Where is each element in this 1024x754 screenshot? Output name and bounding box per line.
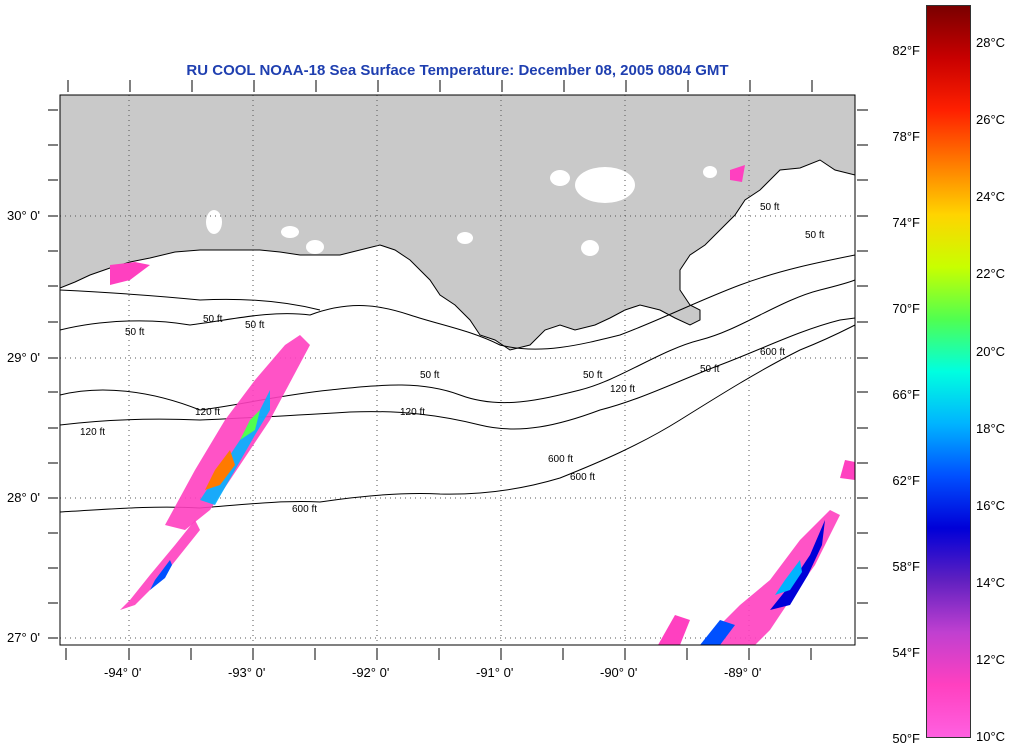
isobath-label-group: 50 ft 50 ft 50 ft 50 ft 50 ft 50 ft 120 … [80, 202, 825, 515]
longitude-label: -92° 0' [352, 665, 390, 680]
celsius-label: 18°C [976, 421, 1006, 436]
isobath-label: 50 ft [700, 364, 720, 375]
isobath-label: 120 ft [400, 407, 425, 418]
latitude-label: 28° 0' [7, 490, 40, 505]
latitude-label: 29° 0' [7, 350, 40, 365]
latitude-label: 27° 0' [7, 630, 40, 645]
inland-lakes [206, 166, 717, 256]
isobath-label: 50 ft [420, 370, 440, 381]
map-border [59, 94, 856, 646]
longitude-label: -93° 0' [228, 665, 266, 680]
celsius-label: 12°C [976, 652, 1006, 667]
temperature-colorbar [926, 5, 971, 738]
celsius-label: 24°C [976, 189, 1006, 204]
fahrenheit-label: 50°F [892, 731, 920, 746]
axis-ticks [48, 80, 868, 660]
fahrenheit-label: 82°F [892, 43, 920, 58]
isobath-label: 50 ft [203, 314, 223, 325]
celsius-label: 20°C [976, 344, 1006, 359]
isobath-label: 120 ft [80, 427, 105, 438]
isobath-label: 120 ft [610, 384, 635, 395]
isobath-label: 50 ft [760, 202, 780, 213]
map-title: RU COOL NOAA-18 Sea Surface Temperature:… [186, 62, 729, 79]
fahrenheit-label: 54°F [892, 645, 920, 660]
longitude-label: -91° 0' [476, 665, 514, 680]
isobath-label: 120 ft [195, 407, 220, 418]
isobath-label: 50 ft [583, 370, 603, 381]
isobath-label: 50 ft [245, 320, 265, 331]
celsius-label: 10°C [976, 729, 1006, 744]
celsius-label: 26°C [976, 112, 1006, 127]
isobath-label: 600 ft [570, 472, 595, 483]
fahrenheit-label: 66°F [892, 387, 920, 402]
longitude-label: -89° 0' [724, 665, 762, 680]
sst-swath-east [658, 165, 855, 645]
longitude-label: -94° 0' [104, 665, 142, 680]
graticule [60, 95, 855, 645]
fahrenheit-label: 58°F [892, 559, 920, 574]
longitude-label: -90° 0' [600, 665, 638, 680]
latitude-label: 30° 0' [7, 208, 40, 223]
fahrenheit-scale: 82°F 78°F 74°F 70°F 66°F 62°F 58°F 54°F … [860, 0, 920, 754]
isobath-label: 50 ft [125, 327, 145, 338]
celsius-label: 22°C [976, 266, 1006, 281]
fahrenheit-label: 74°F [892, 215, 920, 230]
fahrenheit-label: 78°F [892, 129, 920, 144]
isobath-label: 50 ft [805, 230, 825, 241]
fahrenheit-label: 70°F [892, 301, 920, 316]
fahrenheit-label: 62°F [892, 473, 920, 488]
isobath-label: 600 ft [760, 347, 785, 358]
land-mass [59, 94, 856, 351]
isobath-label: 600 ft [548, 454, 573, 465]
isobath-label: 600 ft [292, 504, 317, 515]
celsius-label: 28°C [976, 35, 1006, 50]
celsius-label: 16°C [976, 498, 1006, 513]
celsius-label: 14°C [976, 575, 1006, 590]
sst-swath-west [110, 262, 310, 610]
